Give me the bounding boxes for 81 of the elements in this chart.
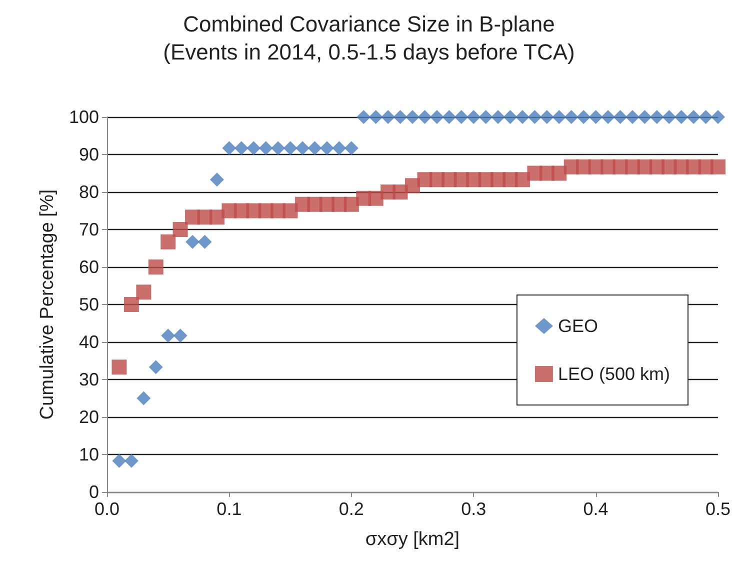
y-tick-label: 90 <box>78 144 99 164</box>
point <box>332 141 346 156</box>
point <box>186 234 200 249</box>
point <box>454 110 468 124</box>
point <box>161 328 176 343</box>
point <box>491 110 506 124</box>
point <box>662 110 676 124</box>
point <box>503 110 518 124</box>
point <box>136 284 152 300</box>
point <box>601 110 616 124</box>
point <box>710 159 726 174</box>
y-tick-label: 80 <box>78 182 99 202</box>
point <box>625 110 640 124</box>
point <box>148 360 163 374</box>
point <box>344 141 358 156</box>
point <box>576 110 591 124</box>
point <box>466 110 481 124</box>
point <box>198 234 212 249</box>
y-tick-label: 60 <box>78 257 99 277</box>
point <box>650 110 664 124</box>
y-axis-title: Cumulative Percentage [%] <box>37 189 58 420</box>
point <box>356 110 371 124</box>
point <box>173 328 188 343</box>
point <box>406 110 420 124</box>
point <box>393 110 408 124</box>
y-tick-label: 50 <box>78 294 99 314</box>
point <box>368 110 383 124</box>
point <box>515 110 530 124</box>
point <box>418 110 432 124</box>
point <box>112 454 126 468</box>
point <box>246 141 261 156</box>
x-tick-label: 0.0 <box>94 499 120 519</box>
point <box>613 110 628 124</box>
point <box>540 110 554 124</box>
point <box>222 141 236 156</box>
point <box>638 110 652 124</box>
point <box>308 141 322 156</box>
point <box>283 141 298 156</box>
y-tick-label: 40 <box>78 332 99 352</box>
point <box>552 110 566 124</box>
x-axis-title: σxσy [km2] <box>365 529 460 550</box>
point <box>172 222 188 237</box>
y-tick-label: 0 <box>88 482 99 502</box>
y-tick-label: 30 <box>78 370 99 390</box>
point <box>271 141 286 156</box>
x-tick-label: 0.2 <box>338 499 364 519</box>
x-tick-label: 0.3 <box>461 499 486 519</box>
y-tick-label: 20 <box>78 407 99 427</box>
point <box>124 297 139 312</box>
point <box>711 110 725 124</box>
point <box>442 110 456 124</box>
point <box>430 110 444 124</box>
point <box>686 110 701 124</box>
point <box>564 110 578 124</box>
point <box>320 141 334 156</box>
point <box>160 234 176 250</box>
point <box>148 260 164 274</box>
chart-title: Combined Covariance Size in B-plane <box>183 12 555 36</box>
point <box>112 360 127 375</box>
legend-label: LEO (500 km) <box>558 364 670 384</box>
y-tick-label: 10 <box>78 444 99 464</box>
point <box>478 110 493 124</box>
point <box>136 391 151 406</box>
point <box>296 141 310 156</box>
legend-label: GEO <box>558 316 598 336</box>
point <box>528 110 542 124</box>
chart-subtitle: (Events in 2014, 0.5-1.5 days before TCA) <box>163 40 575 64</box>
y-tick-label: 100 <box>68 107 99 127</box>
point <box>698 110 713 124</box>
y-tick-label: 70 <box>78 220 99 240</box>
x-tick-label: 0.5 <box>705 499 731 519</box>
point <box>210 172 224 187</box>
x-tick-label: 0.4 <box>583 499 608 519</box>
x-tick-label: 0.1 <box>216 499 242 519</box>
point <box>674 110 688 124</box>
point <box>552 166 567 181</box>
point <box>258 141 273 156</box>
point <box>588 110 603 124</box>
point <box>234 141 248 156</box>
point <box>381 110 396 124</box>
point <box>124 454 138 468</box>
